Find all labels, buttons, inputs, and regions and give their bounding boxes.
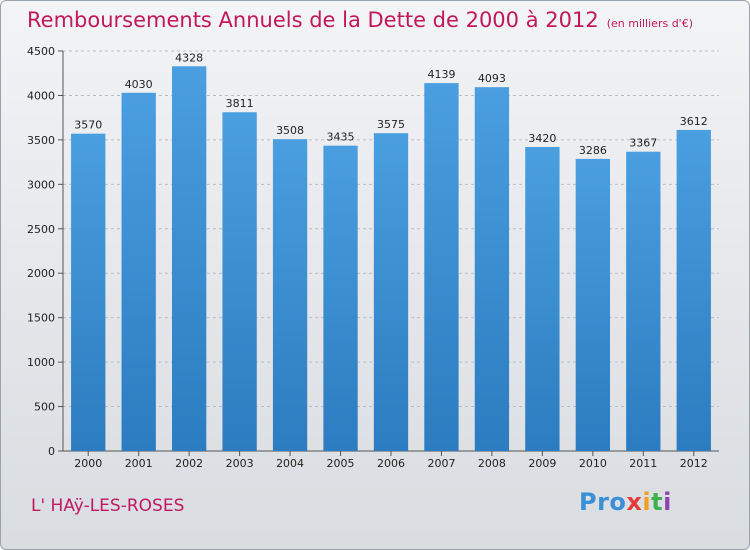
bar xyxy=(323,145,358,451)
x-tick-label: 2003 xyxy=(226,457,254,470)
bar-value-label: 3570 xyxy=(74,119,102,132)
bar-value-label: 3420 xyxy=(528,132,556,145)
y-tick-label: 4500 xyxy=(27,45,55,58)
bar-value-label: 4030 xyxy=(125,78,153,91)
bar-value-label: 3508 xyxy=(276,124,304,137)
bar-value-label: 3811 xyxy=(226,97,254,110)
bar-value-label: 3367 xyxy=(629,137,657,150)
bar xyxy=(424,83,459,451)
bar xyxy=(171,66,207,452)
x-tick-label: 2000 xyxy=(74,457,102,470)
bar xyxy=(676,129,711,451)
chart-title: Remboursements Annuels de la Dette de 20… xyxy=(27,8,693,32)
bar xyxy=(121,92,156,452)
y-tick-label: 2000 xyxy=(27,267,55,280)
bar xyxy=(373,133,409,451)
chart-subtitle: (en milliers d'€) xyxy=(606,17,693,30)
title-text: Remboursements Annuels de la Dette de 20… xyxy=(27,8,599,32)
y-tick-label: 1500 xyxy=(27,312,55,325)
y-tick-label: 1000 xyxy=(27,356,55,369)
y-tick-label: 4000 xyxy=(27,89,55,102)
bar xyxy=(474,87,510,451)
x-tick-label: 2001 xyxy=(125,457,153,470)
bar-value-label: 3575 xyxy=(377,118,405,131)
y-tick-label: 3000 xyxy=(27,178,55,191)
x-tick-label: 2008 xyxy=(478,457,506,470)
x-tick-label: 2004 xyxy=(276,457,304,470)
bar-value-label: 4093 xyxy=(478,72,506,85)
bar xyxy=(272,139,308,451)
bar xyxy=(575,158,611,451)
bar-value-label: 3612 xyxy=(680,115,708,128)
x-tick-label: 2011 xyxy=(629,457,657,470)
x-tick-label: 2007 xyxy=(427,457,455,470)
bar-value-label: 4139 xyxy=(427,68,455,81)
y-tick-label: 500 xyxy=(34,401,55,414)
y-tick-label: 0 xyxy=(48,445,55,458)
bar xyxy=(626,151,661,451)
x-tick-label: 2002 xyxy=(175,457,203,470)
bar xyxy=(71,133,106,451)
bar-value-label: 3435 xyxy=(327,131,355,144)
y-tick-label: 3500 xyxy=(27,134,55,147)
bar-value-label: 3286 xyxy=(579,144,607,157)
x-tick-label: 2012 xyxy=(680,457,708,470)
x-tick-label: 2006 xyxy=(377,457,405,470)
x-tick-label: 2010 xyxy=(579,457,607,470)
y-tick-label: 2500 xyxy=(27,223,55,236)
bar xyxy=(525,147,560,451)
place-name: L' HAÿ-LES-ROSES xyxy=(31,496,185,516)
bar xyxy=(222,112,257,451)
bar-value-label: 4328 xyxy=(175,51,203,64)
proxiti-logo: Proxiti xyxy=(579,488,672,516)
x-tick-label: 2009 xyxy=(528,457,556,470)
x-tick-label: 2005 xyxy=(327,457,355,470)
